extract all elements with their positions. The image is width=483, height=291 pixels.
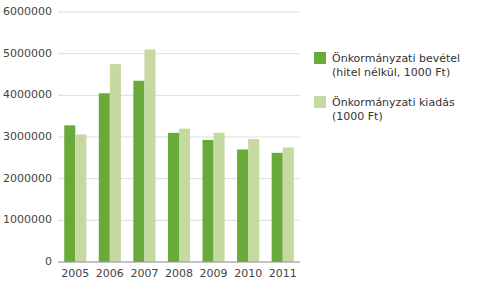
bar — [110, 64, 121, 262]
grid — [58, 12, 300, 262]
legend: Önkormányzati bevétel(hitel nélkül, 1000… — [314, 52, 460, 123]
bar — [133, 81, 144, 262]
bar — [272, 153, 283, 262]
bars — [64, 50, 294, 263]
y-tick-label: 0 — [45, 255, 52, 268]
x-tick-label: 2006 — [96, 267, 124, 280]
grid-line — [58, 95, 300, 96]
legend-label: Önkormányzati bevétel(hitel nélkül, 1000… — [332, 52, 460, 79]
grid-line — [58, 53, 300, 54]
grid-line — [58, 12, 300, 13]
legend-swatch — [314, 96, 326, 108]
x-tick-label: 2011 — [269, 267, 297, 280]
bar — [203, 140, 214, 262]
y-tick-label: 5000000 — [3, 47, 52, 60]
bar — [144, 50, 155, 263]
x-axis-line — [58, 262, 300, 263]
bar — [75, 135, 86, 263]
bar — [237, 150, 248, 263]
bar — [179, 129, 190, 262]
chart: 0 1000000 2000000 3000000 4000000 5000000 6000… — [0, 0, 483, 291]
bar — [283, 147, 294, 262]
x-tick-label: 2005 — [61, 267, 89, 280]
chart-container: 0 1000000 2000000 3000000 4000000 5000000 6000… — [0, 0, 483, 291]
bar — [99, 93, 110, 262]
legend-swatch — [314, 52, 326, 64]
grid-line — [58, 262, 300, 263]
x-tick-label: 2008 — [165, 267, 193, 280]
x-tick-label: 2010 — [234, 267, 262, 280]
y-tick-label: 6000000 — [3, 5, 52, 18]
legend-label: Önkormányzati kiadás(1000 Ft) — [332, 96, 455, 123]
x-tick-label: 2009 — [200, 267, 228, 280]
y-tick-label: 2000000 — [3, 172, 52, 185]
bar — [248, 139, 259, 262]
bar — [214, 133, 225, 262]
y-tick-label: 4000000 — [3, 88, 52, 101]
bar — [168, 133, 179, 262]
y-tick-label: 1000000 — [3, 213, 52, 226]
y-tick-label: 3000000 — [3, 130, 52, 143]
bar — [64, 125, 75, 262]
x-tick-label: 2007 — [130, 267, 158, 280]
